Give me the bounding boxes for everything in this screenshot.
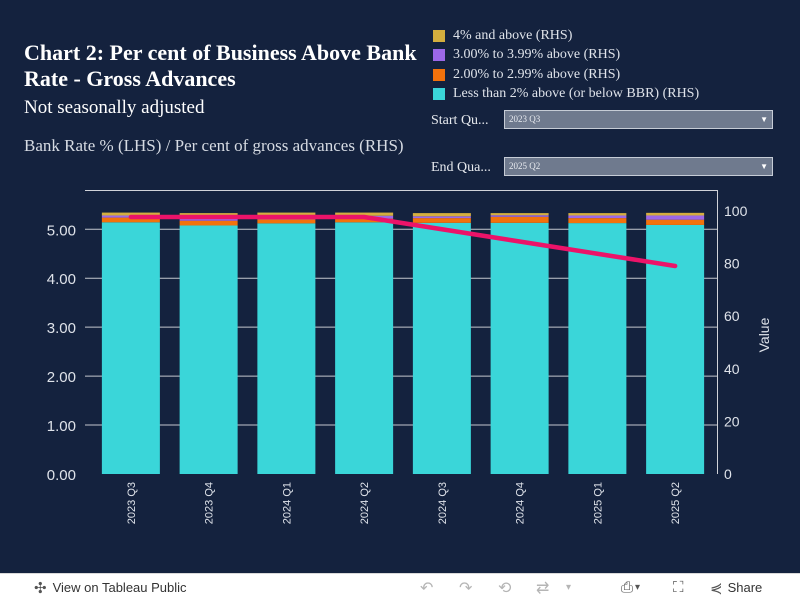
legend-item: Less than 2% above (or below BBR) (RHS) — [433, 85, 763, 102]
bar-segment — [180, 221, 238, 226]
right-tick-label: 60 — [724, 308, 740, 324]
start-quarter-value: 2023 Q3 — [509, 114, 540, 124]
share-icon: ⋞ — [710, 579, 723, 597]
right-tick-label: 40 — [724, 361, 740, 377]
category-label: 2025 Q2 — [670, 482, 682, 524]
bar-segment — [180, 225, 238, 474]
fullscreen-icon[interactable]: ⛶ — [673, 574, 684, 601]
legend-swatch — [433, 69, 445, 81]
tableau-toolbar: ✣ View on Tableau Public ↶ ↷ ⟲ ⇄ ▾ ⎙▾ ⛶ … — [0, 573, 800, 601]
category-label: 2025 Q1 — [592, 482, 604, 524]
bar-segment — [491, 213, 549, 215]
category-label: 2024 Q3 — [437, 482, 449, 524]
chart-title: Chart 2: Per cent of Business Above Bank… — [24, 40, 424, 92]
bar-segment — [413, 213, 471, 216]
legend-label: 2.00% to 2.99% above (RHS) — [453, 67, 620, 83]
download-icon[interactable]: ⎙▾ — [621, 574, 640, 601]
bar-segment — [257, 223, 315, 474]
bar-segment — [413, 218, 471, 223]
category-label: 2024 Q2 — [359, 482, 371, 524]
dropdown-arrow-icon: ▼ — [760, 158, 768, 175]
category-label: 2023 Q3 — [126, 482, 138, 524]
category-label: 2024 Q1 — [281, 482, 293, 524]
chart-area: 0.001.002.003.004.005.006.00020406080100… — [0, 190, 800, 570]
bar-segment — [568, 215, 626, 218]
bar-segment — [102, 222, 160, 474]
bar-segment — [413, 216, 471, 218]
share-button[interactable]: ⋞ Share — [710, 574, 762, 601]
bar-segment — [568, 223, 626, 474]
left-tick-label: 4.00 — [47, 271, 76, 288]
category-label: 2024 Q4 — [515, 482, 527, 524]
bar-segment — [568, 218, 626, 223]
refresh-icon[interactable]: ⇄ — [536, 574, 549, 601]
end-quarter-value: 2025 Q2 — [509, 161, 540, 171]
legend-label: Less than 2% above (or below BBR) (RHS) — [453, 86, 699, 101]
legend: 4% and above (RHS) 3.00% to 3.99% above (… — [433, 26, 763, 101]
left-tick-label: 0.00 — [47, 467, 76, 484]
legend-item: 3.00% to 3.99% above (RHS) — [433, 46, 763, 66]
right-tick-label: 80 — [724, 256, 740, 272]
right-tick-label: 20 — [724, 413, 740, 429]
bar-segment — [646, 213, 704, 216]
end-quarter-filter: End Qua... 2025 Q2 ▼ — [431, 157, 503, 179]
left-tick-label: 3.00 — [47, 320, 76, 337]
legend-label: 4% and above (RHS) — [453, 28, 572, 44]
bar-segment — [335, 222, 393, 474]
redo-icon[interactable]: ↷ — [459, 574, 472, 601]
right-tick-label: 0 — [724, 466, 732, 482]
start-quarter-select[interactable]: 2023 Q3 ▼ — [504, 110, 773, 129]
right-axis-title: Value — [756, 317, 772, 352]
legend-swatch — [433, 30, 445, 42]
end-quarter-label: End Qua... — [431, 160, 503, 176]
bar-segment — [646, 215, 704, 219]
legend-item: 2.00% to 2.99% above (RHS) — [433, 65, 763, 85]
chart-subtitle: Not seasonally adjusted — [24, 97, 204, 119]
end-quarter-select[interactable]: 2025 Q2 ▼ — [504, 157, 773, 176]
right-tick-label: 100 — [724, 203, 748, 219]
left-tick-label: 2.00 — [47, 369, 76, 386]
bar-segment — [491, 223, 549, 474]
tableau-logo-icon: ✣ — [34, 579, 47, 597]
legend-label: 3.00% to 3.99% above (RHS) — [453, 47, 620, 63]
category-label: 2023 Q4 — [204, 482, 216, 524]
left-tick-label: 5.00 — [47, 222, 76, 239]
view-on-tableau-label: View on Tableau Public — [53, 580, 187, 595]
bar-segment — [413, 223, 471, 474]
refresh-dropdown-icon[interactable]: ▾ — [566, 574, 571, 601]
legend-item: 4% and above (RHS) — [433, 26, 763, 46]
share-label: Share — [728, 580, 763, 595]
left-tick-label: 1.00 — [47, 418, 76, 435]
bar-segment — [646, 220, 704, 225]
legend-swatch — [433, 49, 445, 61]
dropdown-arrow-icon: ▼ — [760, 111, 768, 128]
start-quarter-label: Start Qu... — [431, 113, 503, 129]
start-quarter-filter: Start Qu... 2023 Q3 ▼ — [431, 110, 503, 132]
revert-icon[interactable]: ⟲ — [498, 574, 511, 601]
bar-segment — [257, 219, 315, 223]
axis-description: Bank Rate % (LHS) / Per cent of gross ad… — [24, 135, 414, 157]
legend-swatch — [433, 88, 445, 100]
undo-icon[interactable]: ↶ — [420, 574, 433, 601]
bar-segment — [568, 213, 626, 215]
bar-segment — [491, 215, 549, 217]
view-on-tableau-button[interactable]: ✣ View on Tableau Public — [34, 574, 187, 601]
bar-segment — [491, 217, 549, 223]
